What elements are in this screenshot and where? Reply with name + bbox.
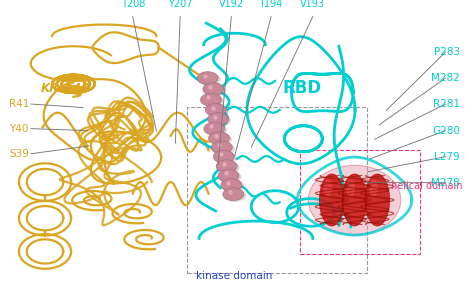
Ellipse shape <box>365 174 390 226</box>
Text: R281: R281 <box>433 99 460 109</box>
Ellipse shape <box>205 103 226 116</box>
Text: L279: L279 <box>434 152 460 162</box>
Text: Y40: Y40 <box>9 124 29 134</box>
Ellipse shape <box>197 72 218 84</box>
Text: P283: P283 <box>434 47 460 57</box>
Ellipse shape <box>204 123 227 136</box>
Ellipse shape <box>201 93 221 106</box>
Text: T208: T208 <box>120 0 145 9</box>
Ellipse shape <box>218 169 239 182</box>
Ellipse shape <box>369 180 378 197</box>
Ellipse shape <box>201 95 224 107</box>
Ellipse shape <box>223 189 246 202</box>
Ellipse shape <box>324 180 332 197</box>
Ellipse shape <box>198 73 220 86</box>
Text: kinase domain: kinase domain <box>196 271 273 281</box>
Ellipse shape <box>203 83 224 95</box>
Ellipse shape <box>346 180 355 197</box>
Text: helical domain: helical domain <box>391 181 462 191</box>
Ellipse shape <box>209 132 229 144</box>
Text: M278: M278 <box>431 178 460 188</box>
Text: S39: S39 <box>9 149 29 159</box>
Ellipse shape <box>213 150 234 163</box>
Ellipse shape <box>217 161 239 174</box>
Bar <box>187 107 367 273</box>
Ellipse shape <box>214 151 237 164</box>
Ellipse shape <box>209 133 232 146</box>
Ellipse shape <box>208 113 228 125</box>
Text: RBD: RBD <box>282 79 321 97</box>
Text: M282: M282 <box>431 73 460 83</box>
Ellipse shape <box>219 171 241 183</box>
Ellipse shape <box>216 160 237 173</box>
Ellipse shape <box>203 84 226 97</box>
Ellipse shape <box>204 122 225 135</box>
Text: V193: V193 <box>301 0 325 9</box>
Ellipse shape <box>208 114 231 127</box>
Text: Y207: Y207 <box>168 0 192 9</box>
Ellipse shape <box>211 141 232 154</box>
Text: KRas4B: KRas4B <box>40 82 91 95</box>
Bar <box>300 150 420 254</box>
Ellipse shape <box>342 174 367 226</box>
Text: I194: I194 <box>261 0 282 9</box>
Text: G280: G280 <box>432 126 460 136</box>
Ellipse shape <box>221 179 242 191</box>
Text: V192: V192 <box>219 0 244 9</box>
Ellipse shape <box>308 165 401 235</box>
Ellipse shape <box>212 142 235 155</box>
Ellipse shape <box>319 174 344 226</box>
Ellipse shape <box>221 180 244 192</box>
Ellipse shape <box>206 105 228 117</box>
Text: R41: R41 <box>9 99 30 109</box>
Ellipse shape <box>223 188 244 201</box>
